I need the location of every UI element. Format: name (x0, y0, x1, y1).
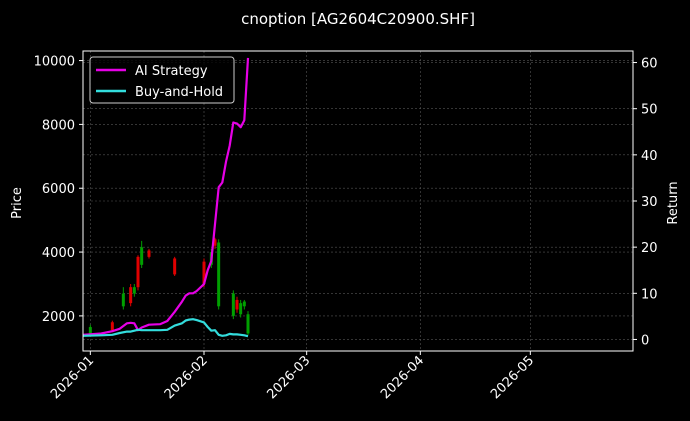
y-left-tick-label: 2000 (42, 310, 75, 325)
candle-body (147, 250, 151, 257)
candle-body (213, 239, 217, 246)
candle-body (231, 293, 235, 316)
y-axis-label-right: Return (666, 181, 681, 224)
x-tick-label: 2026-03 (264, 353, 313, 402)
candle-body (173, 258, 177, 275)
y-left-tick-label: 8000 (42, 118, 75, 133)
y-axis-label-left: Price (10, 187, 25, 219)
axes-ticks: 2026-01 2026-02 2026-03 2026-04 2026-05 2000 4… (34, 55, 658, 403)
candle-body (235, 299, 239, 310)
y-right-tick-label: 40 (641, 149, 658, 164)
y-left-tick-label: 4000 (42, 246, 75, 261)
x-tick-label: 2026-04 (378, 353, 427, 402)
candle-body (132, 287, 136, 294)
candles (88, 237, 250, 336)
y-right-tick-label: 20 (641, 241, 658, 256)
x-tick-label: 2026-01 (48, 353, 97, 402)
y-right-tick-label: 10 (641, 287, 658, 302)
candle-body (121, 293, 125, 307)
candle-body (239, 303, 243, 315)
candle-body (110, 322, 114, 331)
y-right-tick-label: 0 (641, 333, 649, 348)
x-tick-label: 2026-02 (162, 353, 211, 402)
candle-body (140, 247, 144, 265)
candle-body (88, 327, 92, 334)
candle-body (246, 314, 250, 334)
legend: AI Strategy Buy-and-Hold (89, 56, 235, 104)
candle-body (202, 261, 206, 284)
legend-label-buy-and-hold: Buy-and-Hold (135, 85, 223, 100)
y-left-tick-label: 6000 (42, 182, 75, 197)
y-left-tick-label: 10000 (34, 55, 75, 70)
series-lines (82, 57, 250, 338)
candle-body (129, 287, 133, 304)
y-right-tick-label: 50 (641, 103, 658, 118)
x-tick-label: 2026-05 (488, 353, 537, 402)
candle-body (217, 242, 221, 307)
chart-title: cnoption [AG2604C20900.SHF] (241, 10, 475, 28)
y-right-tick-label: 30 (641, 195, 658, 210)
y-right-tick-label: 60 (641, 57, 658, 72)
series-line-buy-and-hold (82, 318, 249, 338)
candle-body (136, 256, 140, 288)
candle-body (242, 301, 246, 307)
legend-label-ai-strategy: AI Strategy (135, 64, 208, 79)
series-line-ai-strategy (82, 57, 250, 336)
